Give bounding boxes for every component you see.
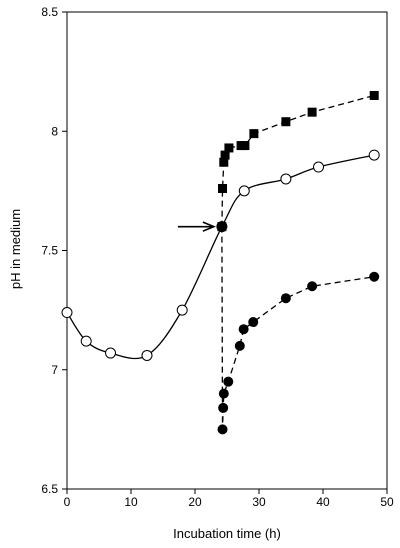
arrow-annotation-head	[202, 221, 216, 232]
x-tick-label: 0	[64, 495, 71, 509]
filled-circle-point	[216, 221, 227, 232]
x-tick-label: 40	[316, 495, 330, 509]
open-circle-point	[313, 161, 325, 173]
y-tick-label: 8.5	[41, 5, 58, 19]
series-line-open-circles	[66, 154, 375, 360]
filled-square-point	[249, 129, 259, 139]
x-tick-label: 30	[252, 495, 266, 509]
filled-circle-point	[369, 271, 380, 282]
x-tick-label: 50	[380, 495, 394, 509]
open-circle-point	[80, 335, 92, 347]
filled-circle-point	[218, 402, 229, 413]
open-circle-point	[368, 149, 380, 161]
filled-circle-point	[280, 293, 291, 304]
filled-circle-point	[218, 388, 229, 399]
plot-layer: 0 10 20 30 40 50 6.5 7 7.5 8 8.5	[41, 5, 394, 509]
filled-circle-point	[238, 324, 249, 335]
open-circle-point	[238, 185, 250, 197]
filled-square-point	[369, 90, 379, 100]
y-tick-label: 7	[51, 363, 58, 377]
open-circle-point	[176, 304, 188, 316]
y-tick-label: 6.5	[41, 482, 58, 496]
x-axis-title: Incubation time (h)	[173, 526, 281, 541]
filled-square-point	[281, 117, 291, 127]
open-circle-point	[141, 349, 153, 361]
filled-square-point	[224, 143, 234, 153]
filled-circle-point	[248, 317, 259, 328]
filled-circle-point	[234, 340, 245, 351]
filled-square-point	[240, 141, 250, 151]
open-circle-point	[61, 307, 73, 319]
x-tick-label: 10	[124, 495, 138, 509]
open-circle-point	[280, 173, 292, 185]
y-tick-label: 8	[51, 124, 58, 138]
y-axis-title: pH in medium	[8, 209, 23, 289]
filled-circle-point	[223, 376, 234, 387]
filled-square-point	[220, 150, 230, 160]
open-circle-point	[105, 347, 117, 359]
filled-circle-point	[307, 281, 318, 292]
filled-square-point	[218, 183, 228, 193]
filled-circle-point	[217, 424, 228, 435]
y-tick-label: 7.5	[41, 244, 58, 258]
x-tick-label: 20	[188, 495, 202, 509]
filled-square-point	[307, 107, 317, 117]
filled-square-point	[219, 157, 229, 167]
